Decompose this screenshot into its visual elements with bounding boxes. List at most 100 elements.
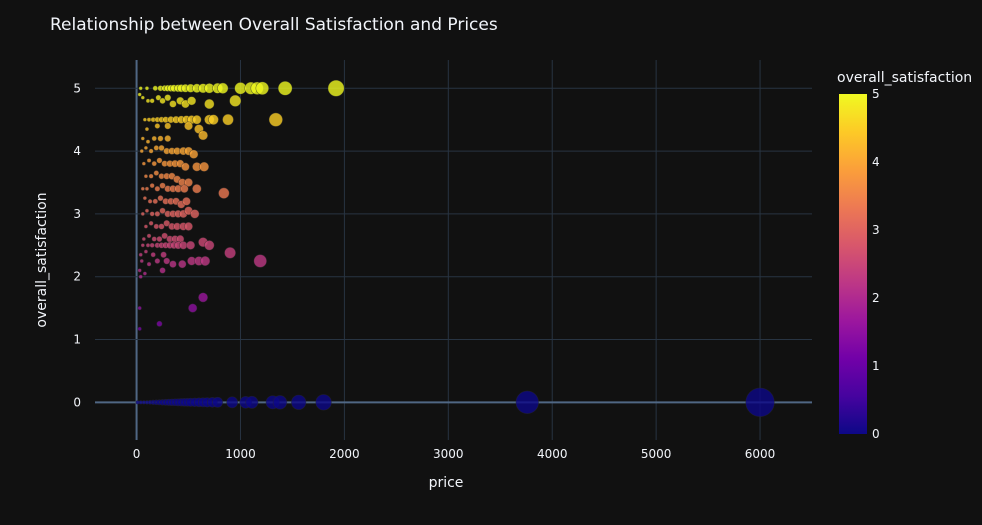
data-point xyxy=(144,186,150,191)
data-point xyxy=(224,246,236,259)
data-point xyxy=(245,395,259,409)
data-point xyxy=(151,160,157,167)
data-point xyxy=(164,122,172,130)
colorbar-tick-label: 2 xyxy=(872,291,880,305)
data-point xyxy=(146,261,152,267)
data-point xyxy=(137,268,142,273)
data-point xyxy=(141,161,146,166)
data-point xyxy=(169,260,177,268)
data-point xyxy=(155,94,162,101)
data-point xyxy=(158,144,165,152)
data-point xyxy=(144,126,150,132)
y-tick-label: 4 xyxy=(73,144,81,158)
data-point xyxy=(146,117,152,122)
colorbar-ticks: 0 1 2 3 4 5 xyxy=(872,87,880,441)
data-point xyxy=(154,123,161,129)
data-point xyxy=(154,210,161,217)
data-point xyxy=(327,79,345,97)
data-point xyxy=(157,135,164,142)
data-point xyxy=(180,184,189,194)
data-point xyxy=(268,112,283,127)
data-point xyxy=(745,387,775,417)
data-point xyxy=(140,243,145,248)
data-point xyxy=(229,94,242,107)
data-point xyxy=(142,196,147,201)
data-point xyxy=(169,100,177,108)
colorbar-tick-label: 4 xyxy=(872,155,880,169)
data-point xyxy=(139,148,144,154)
chart-title: Relationship between Overall Satisfactio… xyxy=(50,15,498,35)
data-point xyxy=(159,207,166,214)
data-point xyxy=(145,98,151,104)
data-point xyxy=(222,113,234,126)
data-point xyxy=(277,80,293,96)
data-point xyxy=(137,326,142,331)
y-axis-ticks: 0 1 2 3 4 5 xyxy=(73,81,81,409)
data-point xyxy=(159,267,166,274)
data-point xyxy=(143,145,149,151)
data-point xyxy=(143,174,149,179)
data-point xyxy=(154,185,161,192)
data-point xyxy=(184,121,193,131)
data-point xyxy=(148,148,154,154)
y-tick-label: 5 xyxy=(73,81,81,95)
data-point xyxy=(144,86,150,91)
data-point xyxy=(149,211,155,217)
data-point xyxy=(140,95,145,100)
data-point xyxy=(146,233,152,239)
colorbar-tick-label: 1 xyxy=(872,359,880,373)
data-point xyxy=(190,209,200,219)
data-point xyxy=(192,114,202,125)
data-point xyxy=(208,114,219,126)
x-tick-label: 0 xyxy=(133,447,141,461)
data-point xyxy=(140,186,145,191)
data-point xyxy=(145,243,151,248)
data-point xyxy=(138,252,143,257)
data-point xyxy=(200,255,211,267)
data-point xyxy=(226,396,239,409)
data-point xyxy=(144,208,150,213)
data-point xyxy=(315,394,332,411)
data-point xyxy=(141,236,146,242)
data-point xyxy=(153,223,160,230)
data-point xyxy=(149,183,155,189)
y-tick-label: 0 xyxy=(73,395,81,409)
data-point xyxy=(178,259,187,269)
data-point xyxy=(143,224,149,229)
data-point xyxy=(218,187,230,199)
data-point xyxy=(212,396,224,408)
data-point xyxy=(139,258,144,264)
data-point xyxy=(148,173,154,179)
data-point xyxy=(253,254,267,268)
data-point xyxy=(142,117,147,122)
data-point xyxy=(186,240,196,250)
data-point xyxy=(158,223,165,230)
data-point xyxy=(163,257,171,265)
data-point xyxy=(145,139,151,144)
data-point xyxy=(272,395,288,410)
data-point xyxy=(217,82,229,94)
data-point xyxy=(150,252,156,258)
data-point xyxy=(159,97,166,105)
data-point xyxy=(137,92,142,97)
data-point xyxy=(189,149,199,159)
x-tick-label: 1000 xyxy=(225,447,256,461)
data-point xyxy=(164,94,172,102)
data-point xyxy=(149,242,155,248)
data-point xyxy=(153,170,160,176)
y-tick-label: 3 xyxy=(73,207,81,221)
y-axis-title: overall_satisfaction xyxy=(34,192,50,327)
x-tick-label: 4000 xyxy=(537,447,568,461)
data-point xyxy=(156,157,163,164)
data-point xyxy=(182,196,191,206)
data-point xyxy=(255,81,270,95)
data-point xyxy=(151,135,157,142)
data-point xyxy=(147,198,153,204)
data-point xyxy=(137,305,142,311)
x-axis-ticks: 0 1000 2000 3000 4000 5000 6000 xyxy=(133,447,776,461)
colorbar-tick-label: 0 xyxy=(872,427,880,441)
colorbar-tick-label: 3 xyxy=(872,223,880,237)
data-point xyxy=(204,98,215,110)
x-tick-label: 5000 xyxy=(641,447,672,461)
data-point xyxy=(151,236,157,242)
